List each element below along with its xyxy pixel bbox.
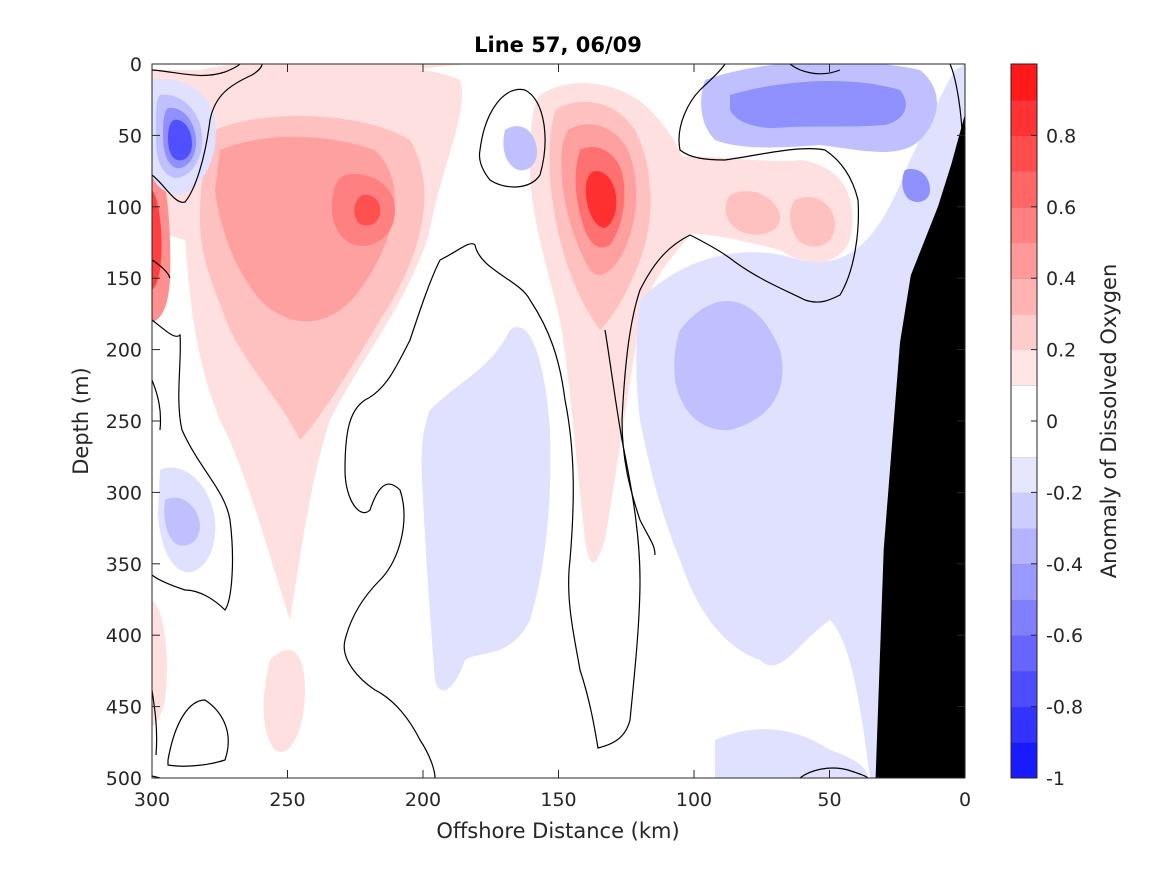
colorbar-segment bbox=[1011, 456, 1037, 493]
x-axis-label: Offshore Distance (km) bbox=[436, 819, 679, 843]
colorbar-tick-label: -0.8 bbox=[1046, 697, 1083, 719]
negative-region-top-west-core bbox=[168, 119, 192, 161]
x-tick-label: 250 bbox=[269, 789, 305, 811]
y-tick-label: 500 bbox=[106, 768, 142, 790]
colorbar-segment bbox=[1011, 742, 1037, 779]
chart-title: Line 57, 06/09 bbox=[474, 33, 642, 57]
colorbar-tick-label: 0.4 bbox=[1046, 268, 1076, 290]
axes-ticks: 300 250 200 150 100 50 00501001502002503003504… bbox=[106, 54, 971, 811]
anomaly-contour-fill bbox=[152, 64, 965, 778]
colorbar-tick-label: -1 bbox=[1046, 768, 1065, 790]
negative-region-small bbox=[503, 126, 538, 171]
y-tick-label: 450 bbox=[106, 697, 142, 719]
negative-region-east-blob bbox=[674, 301, 783, 431]
colorbar-segment bbox=[1011, 492, 1037, 529]
negative-region-top-east-core bbox=[730, 80, 906, 128]
positive-region-east-blob-2 bbox=[789, 196, 835, 247]
colorbar-segment bbox=[1011, 635, 1037, 672]
colorbar-tick-label: -0.6 bbox=[1046, 625, 1083, 647]
colorbar-segment bbox=[1011, 385, 1037, 422]
colorbar-tick-label: 0.6 bbox=[1046, 197, 1076, 219]
colorbar-segment bbox=[1011, 135, 1037, 172]
colorbar-segment bbox=[1011, 599, 1037, 636]
negative-region-bottom-east bbox=[715, 729, 868, 778]
y-axis-label: Depth (m) bbox=[69, 367, 93, 474]
colorbar-segment bbox=[1011, 706, 1037, 743]
colorbar-tick-label: 0 bbox=[1046, 411, 1058, 433]
positive-region-central-peak bbox=[585, 171, 617, 228]
positive-region-peak-west-inner bbox=[354, 194, 381, 226]
colorbar-segment bbox=[1011, 278, 1037, 315]
x-tick-label: 50 bbox=[817, 789, 841, 811]
x-tick-label: 300 bbox=[134, 789, 170, 811]
positive-region-east-blob-1 bbox=[725, 191, 781, 235]
bathymetry-mask bbox=[875, 113, 965, 778]
y-tick-label: 200 bbox=[106, 340, 142, 362]
colorbar-segment bbox=[1011, 64, 1037, 101]
y-tick-label: 300 bbox=[106, 482, 142, 504]
colorbar-segment bbox=[1011, 349, 1037, 386]
y-tick-label: 50 bbox=[118, 125, 142, 147]
colorbar-segment bbox=[1011, 206, 1037, 243]
y-tick-label: 250 bbox=[106, 411, 142, 433]
colorbar-segment bbox=[1011, 99, 1037, 136]
colorbar-tick-label: 0.8 bbox=[1046, 125, 1076, 147]
negative-region-shelf-small bbox=[902, 169, 930, 202]
colorbar-tick-label: -0.2 bbox=[1046, 482, 1083, 504]
positive-region-bottom-west bbox=[152, 600, 167, 726]
zero-contour-lines bbox=[152, 64, 963, 778]
colorbar-segment bbox=[1011, 242, 1037, 279]
colorbar-segment bbox=[1011, 313, 1037, 351]
y-tick-label: 400 bbox=[106, 625, 142, 647]
y-tick-label: 350 bbox=[106, 554, 142, 576]
colorbar-segment bbox=[1011, 421, 1037, 458]
x-tick-label: 200 bbox=[405, 789, 441, 811]
colorbar-tick-label: -0.4 bbox=[1046, 554, 1083, 576]
colorbar-segment bbox=[1011, 528, 1037, 565]
colorbar-segment bbox=[1011, 563, 1037, 600]
colorbar-segment bbox=[1011, 670, 1037, 708]
colorbar-label: Anomaly of Dissolved Oxygen bbox=[1097, 264, 1121, 579]
positive-region-lower-mid bbox=[263, 650, 305, 752]
colorbar-segment bbox=[1011, 171, 1037, 208]
x-tick-label: 100 bbox=[676, 789, 712, 811]
positive-anomaly-regions bbox=[152, 64, 853, 752]
negative-region-mid bbox=[421, 327, 551, 691]
x-tick-label: 150 bbox=[540, 789, 576, 811]
y-tick-label: 100 bbox=[106, 197, 142, 219]
negative-region-west-lower-core bbox=[164, 497, 200, 546]
x-tick-label: 0 bbox=[959, 789, 971, 811]
y-tick-label: 150 bbox=[106, 268, 142, 290]
colorbar-tick-label: 0.2 bbox=[1046, 340, 1076, 362]
y-tick-label: 0 bbox=[130, 54, 142, 76]
colorbar: 0.8 0.6 0.4 0.2 0 -0.2 -0.4 -0.6 -0.8 -1 bbox=[1010, 63, 1083, 790]
